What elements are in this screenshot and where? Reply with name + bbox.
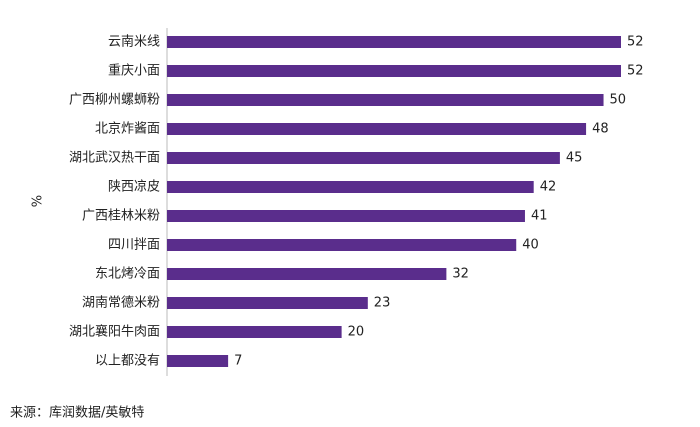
category-label: 北京炸酱面	[95, 122, 160, 137]
value-label: 40	[522, 238, 539, 253]
value-label: 52	[627, 35, 644, 50]
value-label: 41	[531, 209, 548, 224]
bar	[167, 297, 368, 309]
bar	[167, 123, 587, 135]
y-axis-label: %	[31, 195, 46, 207]
category-label: 四川拌面	[108, 238, 160, 253]
value-label: 23	[374, 296, 391, 311]
category-label: 云南米线	[108, 34, 160, 50]
category-label: 以上都没有	[95, 354, 160, 369]
value-label: 7	[234, 354, 242, 369]
bar	[167, 65, 621, 77]
value-label: 50	[610, 93, 627, 108]
source-note: 来源：库润数据/英敏特	[10, 405, 144, 421]
value-label: 45	[566, 151, 583, 166]
category-label: 广西柳州螺蛳粉	[69, 93, 160, 108]
value-label: 52	[627, 64, 644, 79]
bar	[167, 152, 560, 164]
value-label: 42	[540, 180, 557, 195]
bar	[167, 268, 447, 280]
value-label: 20	[348, 325, 365, 340]
category-label: 湖北襄阳牛肉面	[69, 324, 160, 340]
category-label: 东北烤冷面	[95, 267, 160, 282]
bar	[167, 36, 621, 48]
bar	[167, 181, 534, 193]
bar	[167, 326, 342, 338]
category-label: 湖北武汉热干面	[69, 151, 160, 166]
bar	[167, 210, 525, 222]
category-label: 重庆小面	[108, 63, 160, 79]
bar	[167, 355, 229, 367]
value-label: 48	[592, 122, 609, 137]
bar	[167, 94, 604, 106]
bar	[167, 239, 517, 251]
category-label: 广西桂林米粉	[82, 209, 160, 224]
value-label: 32	[452, 267, 469, 282]
category-label: 陕西凉皮	[108, 180, 160, 195]
category-label: 湖南常德米粉	[82, 295, 160, 311]
